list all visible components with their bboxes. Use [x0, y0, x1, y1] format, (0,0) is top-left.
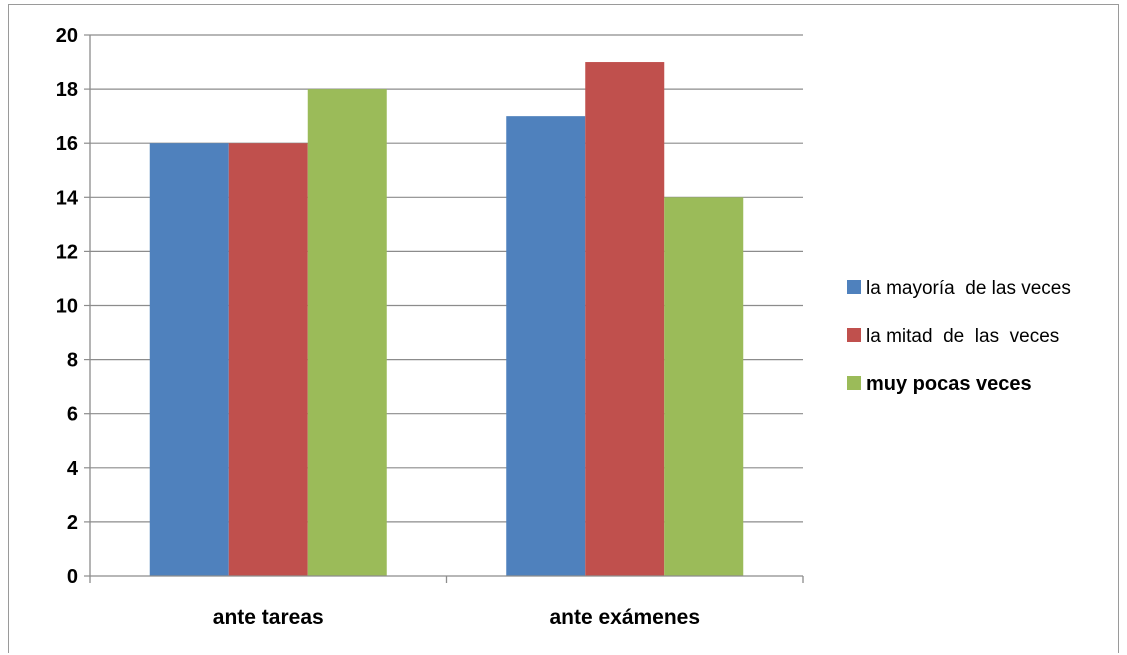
bars: [149, 62, 744, 577]
y-tick-label: 2: [67, 512, 78, 534]
y-tick-label: 16: [56, 133, 78, 155]
bar-3-1: [307, 89, 387, 576]
y-tick-label: 20: [56, 25, 78, 47]
y-tick-label: 6: [67, 404, 78, 426]
legend-swatch: [847, 328, 861, 342]
legend-label: la mayoría de las veces: [866, 278, 1071, 299]
legend: la mayoría de las veces la mitad de las v…: [847, 278, 1071, 395]
axes: [89, 35, 804, 583]
legend-label: muy pocas veces: [866, 373, 1032, 395]
bar-1-1: [149, 143, 229, 576]
bar-2-2: [585, 62, 665, 577]
x-category-label: ante tareas: [213, 606, 324, 629]
legend-label: la mitad de las veces: [866, 326, 1059, 347]
y-tick-label: 8: [67, 350, 78, 372]
bar-1-2: [506, 116, 586, 577]
y-axis-ticks: 0 2 4 6 8 10 12 14 16 18 20: [56, 25, 90, 588]
y-tick-label: 0: [67, 566, 78, 588]
legend-swatch: [847, 376, 861, 390]
x-axis-labels: ante tareas ante exámenes: [213, 606, 700, 629]
y-tick-label: 14: [56, 187, 79, 209]
y-tick-label: 4: [67, 458, 79, 480]
bar-3-2: [664, 197, 744, 577]
y-tick-label: 10: [56, 296, 78, 318]
legend-swatch: [847, 280, 861, 294]
y-tick-label: 12: [56, 241, 78, 263]
x-category-label: ante exámenes: [549, 606, 700, 629]
bar-2-1: [228, 143, 308, 576]
y-tick-label: 18: [56, 79, 78, 101]
chart-frame: [8, 4, 1119, 653]
